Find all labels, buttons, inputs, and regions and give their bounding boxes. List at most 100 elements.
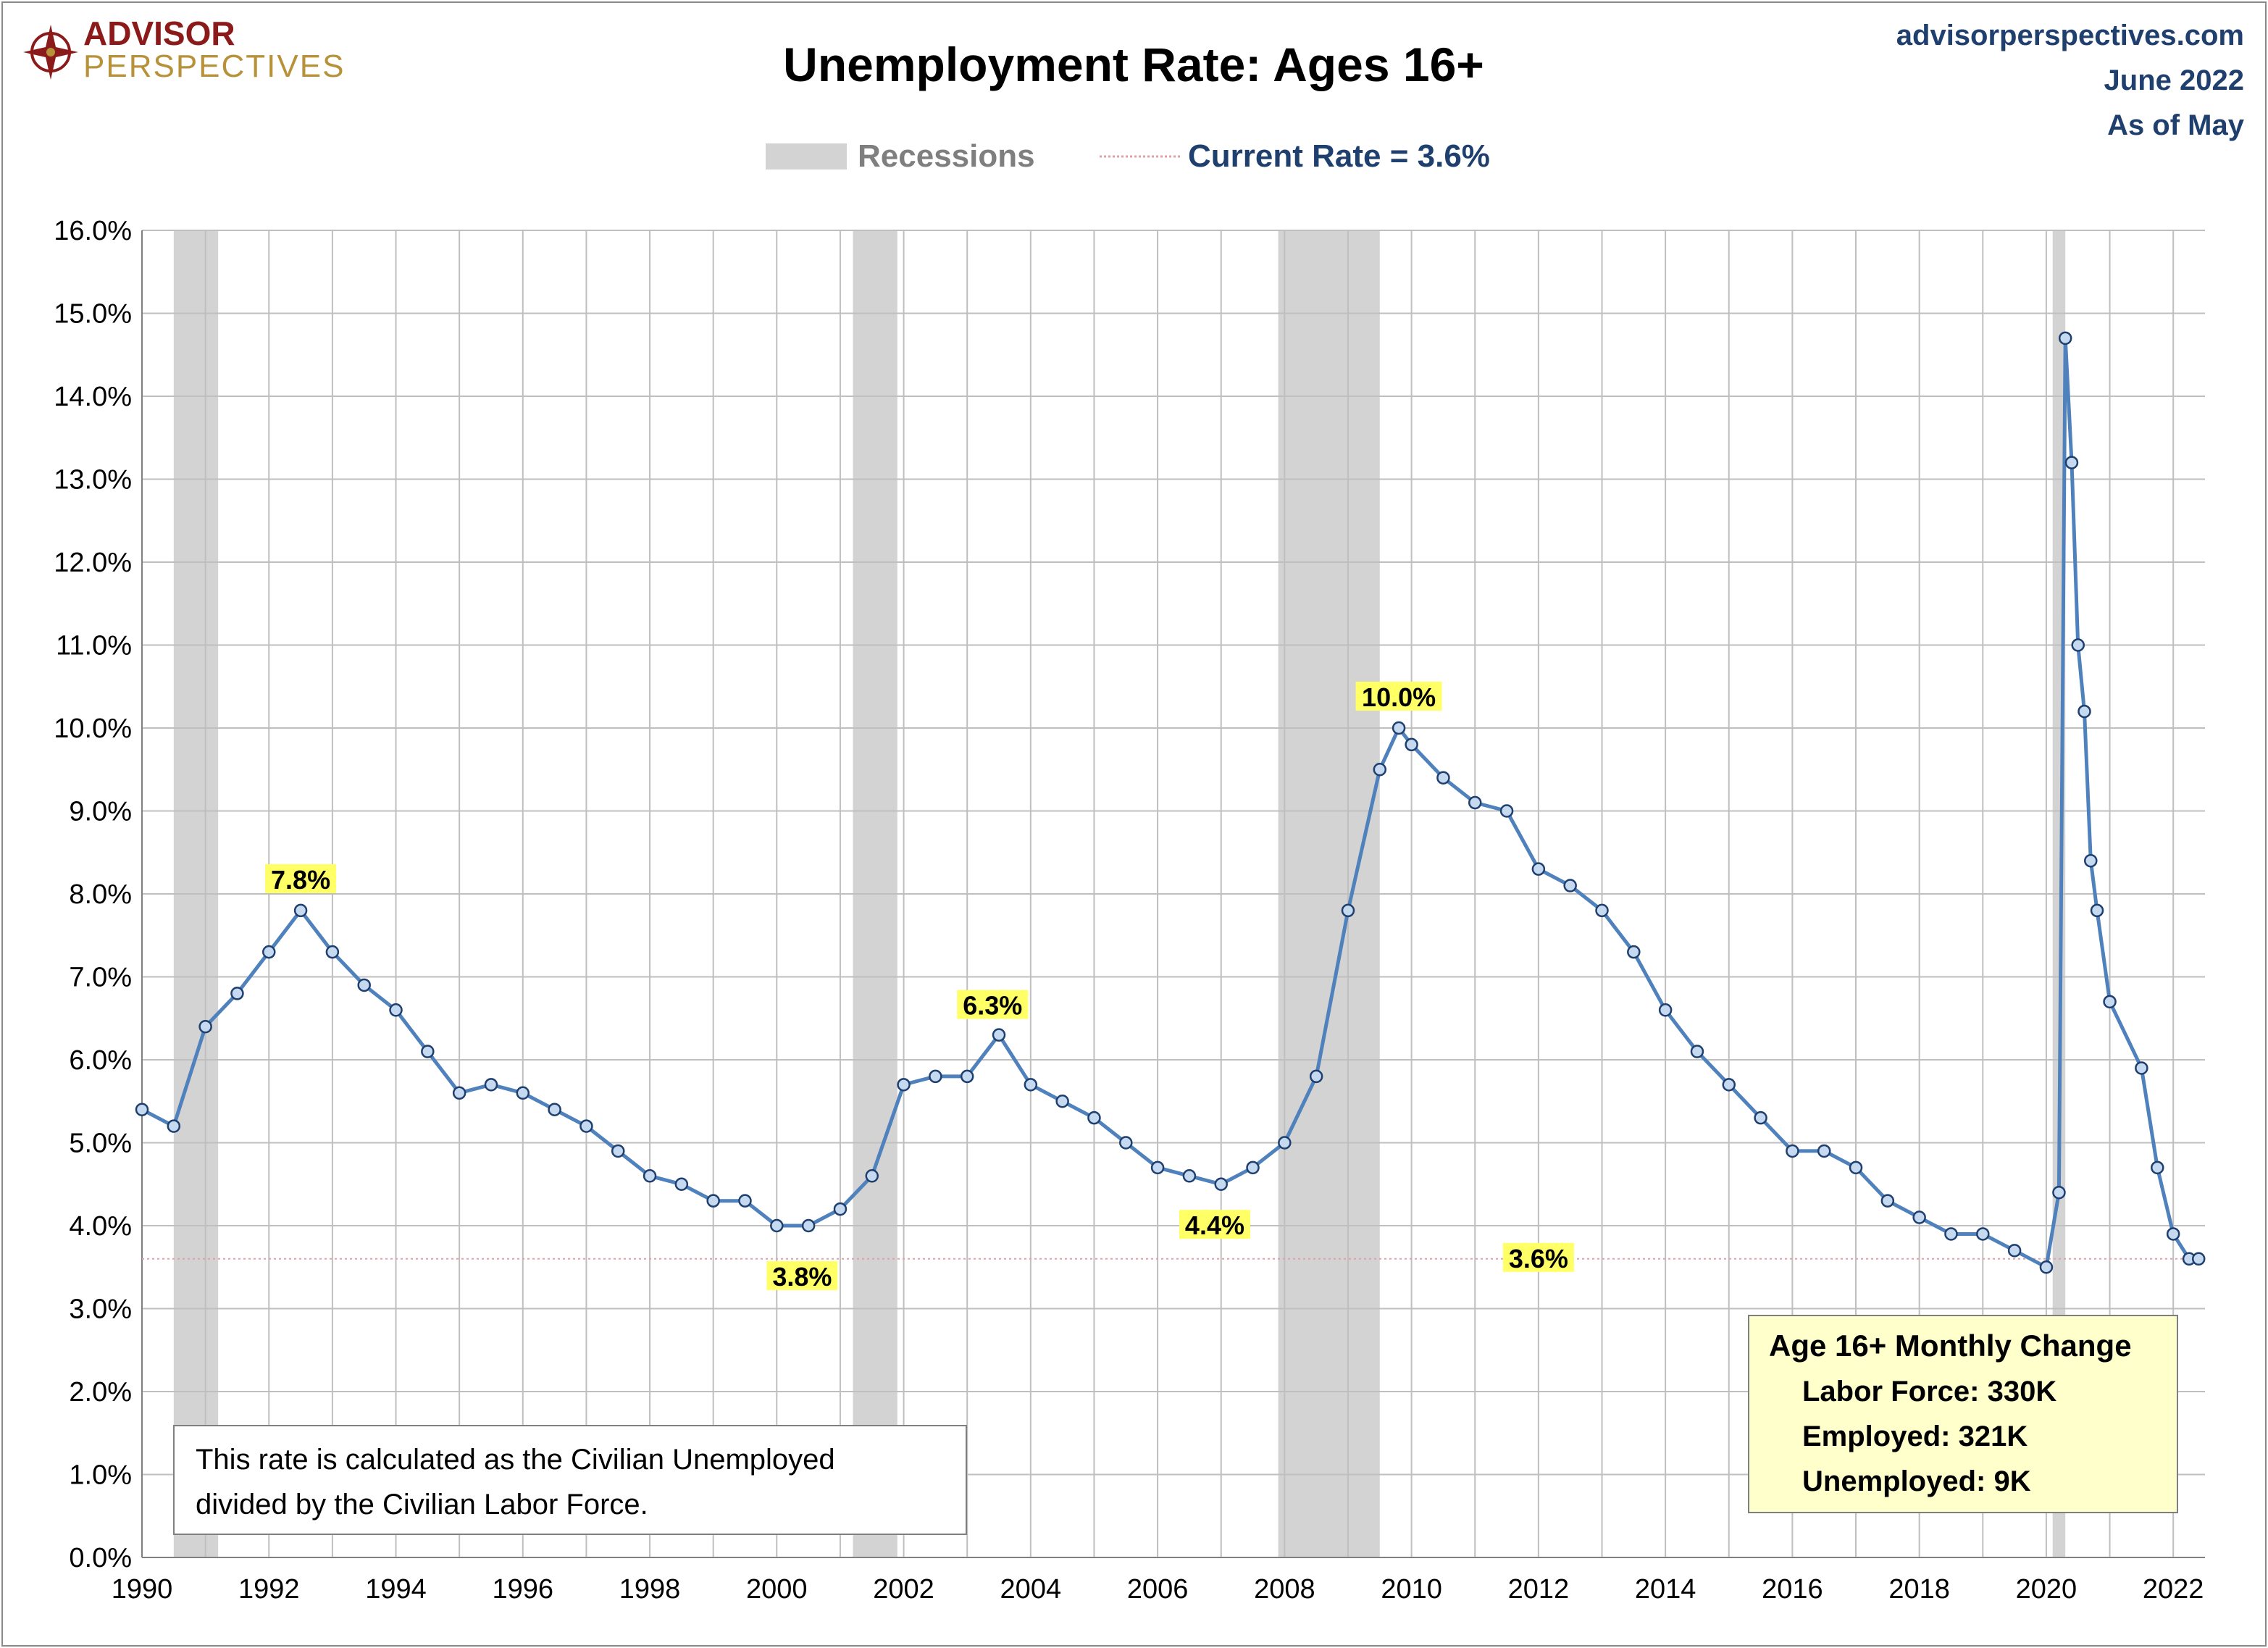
legend-recession-swatch: [766, 143, 847, 170]
x-tick-label: 1998: [619, 1574, 681, 1605]
annotation-text: 7.8%: [271, 865, 330, 895]
y-tick-label: 5.0%: [69, 1129, 132, 1159]
data-point: [1499, 804, 1514, 818]
data-point: [1405, 737, 1418, 752]
annotation-text: 4.4%: [1185, 1210, 1244, 1240]
data-point: [1182, 1169, 1197, 1183]
data-point: [2135, 1061, 2148, 1075]
data-point: [230, 987, 244, 1000]
y-tick-label: 0.0%: [69, 1543, 132, 1573]
y-tick-label: 14.0%: [54, 382, 132, 412]
x-tick-label: 1992: [238, 1574, 300, 1605]
x-tick-label: 2022: [2143, 1574, 2204, 1605]
annotation-label: 3.8%: [766, 1260, 838, 1292]
annotation-text: 10.0%: [1362, 682, 1436, 712]
y-tick-label: 10.0%: [54, 714, 132, 744]
data-point: [1119, 1136, 1133, 1150]
data-point: [389, 1003, 403, 1017]
series-line: [141, 336, 2199, 1269]
box-labor-force: Labor Force: 330K: [1802, 1376, 2056, 1408]
annotation-label: 6.3%: [957, 990, 1029, 1021]
data-point: [1912, 1210, 1926, 1224]
data-point: [611, 1144, 625, 1158]
data-point: [2071, 638, 2085, 652]
data-point: [1754, 1110, 1767, 1125]
x-tick-label: 2010: [1381, 1574, 1442, 1605]
data-point: [2166, 1227, 2180, 1241]
y-tick-label: 9.0%: [69, 797, 132, 827]
data-point: [1563, 879, 1577, 892]
data-point: [1849, 1160, 1863, 1175]
chart-title: Unemployment Rate: Ages 16+: [783, 38, 1484, 91]
x-tick-label: 1990: [112, 1574, 173, 1605]
data-point: [2151, 1160, 2164, 1175]
series-unemployment-rate: [135, 331, 2206, 1274]
annotation-text: 6.3%: [963, 991, 1022, 1021]
data-point: [1658, 1003, 1673, 1017]
annotation-label: 7.8%: [265, 863, 337, 895]
note-line1: This rate is calculated as the Civilian …: [196, 1444, 835, 1476]
annotation-text: 3.6%: [1509, 1244, 1568, 1273]
data-point: [2064, 456, 2079, 469]
data-point: [484, 1078, 498, 1092]
data-point: [293, 903, 308, 918]
data-point: [2103, 995, 2117, 1009]
y-tick-label: 6.0%: [69, 1045, 132, 1076]
data-point: [198, 1019, 212, 1034]
annotation-highlight: [1355, 682, 1442, 711]
annotation-text: 3.8%: [772, 1262, 832, 1292]
data-point: [1690, 1045, 1704, 1058]
x-tick-label: 2008: [1254, 1574, 1315, 1605]
data-point: [1278, 1136, 1292, 1150]
legend-current-rate-label: Current Rate = 3.6%: [1188, 138, 1490, 174]
x-tick-label: 1996: [493, 1574, 554, 1605]
data-point: [992, 1028, 1006, 1042]
data-point: [1880, 1194, 1895, 1208]
x-tick-label: 2006: [1127, 1574, 1189, 1605]
report-date: June 2022: [2104, 64, 2244, 96]
note-box: This rate is calculated as the Civilian …: [173, 1425, 967, 1535]
data-point: [738, 1194, 752, 1208]
data-point: [1309, 1069, 1323, 1084]
box-employed: Employed: 321K: [1802, 1421, 2028, 1452]
data-point: [1595, 903, 1609, 918]
data-point: [674, 1177, 689, 1191]
logo-line2: PERSPECTIVES: [83, 49, 345, 84]
data-point: [2191, 1252, 2206, 1266]
note-line2: divided by the Civilian Labor Force.: [196, 1489, 648, 1521]
source-url: advisorperspectives.com: [1896, 20, 2244, 51]
data-point: [1722, 1078, 1736, 1092]
data-point: [579, 1119, 593, 1133]
data-point: [1087, 1110, 1101, 1125]
x-tick-label: 2020: [2016, 1574, 2077, 1605]
data-point: [1817, 1144, 1831, 1158]
annotation-label: 3.6%: [1502, 1242, 1574, 1273]
data-point: [960, 1069, 974, 1084]
annotations: 7.8% 3.8% 6.3% 4.4% 10.0% 3.6%: [265, 682, 1574, 1292]
annotation-label: 4.4%: [1179, 1210, 1250, 1240]
x-tick-label: 2012: [1508, 1574, 1570, 1605]
data-point: [1392, 721, 1406, 735]
annotation-highlight: [766, 1260, 838, 1290]
data-point: [2077, 704, 2091, 719]
x-tick-label: 2014: [1635, 1574, 1696, 1605]
annotation-highlight: [1179, 1210, 1250, 1239]
y-tick-label: 11.0%: [56, 631, 132, 661]
data-point: [2007, 1244, 2022, 1258]
y-tick-label: 7.0%: [69, 963, 132, 993]
data-point: [1055, 1095, 1069, 1108]
data-point: [1341, 903, 1355, 918]
y-tick-label: 13.0%: [54, 465, 132, 495]
y-tick-label: 4.0%: [69, 1211, 132, 1242]
legend: Recessions Current Rate = 3.6%: [766, 138, 1490, 174]
data-point: [2058, 331, 2072, 346]
data-point: [2039, 1260, 2054, 1274]
y-tick-label: 8.0%: [69, 879, 132, 910]
y-tick-label: 3.0%: [69, 1294, 132, 1325]
box-unemployed: Unemployed: 9K: [1802, 1465, 2031, 1497]
data-point: [1373, 763, 1387, 777]
monthly-change-box: Age 16+ Monthly Change Labor Force: 330K…: [1748, 1315, 2178, 1513]
y-tick-label: 15.0%: [54, 299, 132, 330]
data-point: [262, 945, 276, 959]
